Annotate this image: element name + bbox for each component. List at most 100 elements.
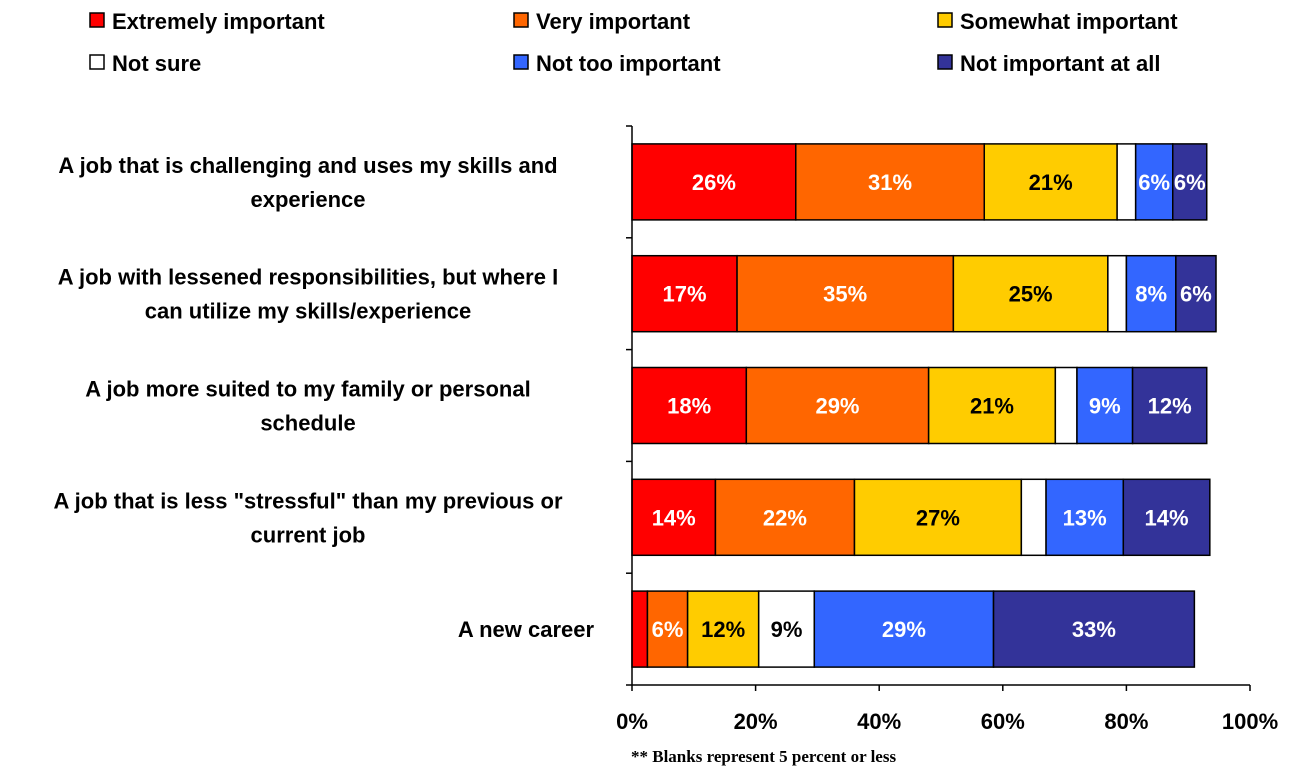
bar-segment	[745, 366, 930, 445]
category-label: A job more suited to my family or person…	[85, 377, 530, 436]
legend-item: Not important at all	[937, 51, 1160, 76]
legend-swatch	[89, 54, 105, 70]
bar-segment	[1116, 143, 1137, 221]
data-label: 9%	[771, 617, 803, 642]
data-label: 21%	[1029, 170, 1073, 195]
bar-segment	[1172, 143, 1208, 221]
data-label: 21%	[970, 394, 1014, 419]
x-tick-label: 100%	[1222, 709, 1278, 734]
bar-segment	[853, 478, 1023, 557]
bar-segment	[1175, 254, 1217, 333]
axes: 0% 20% 40% 60% 80% 100%	[616, 125, 1278, 734]
legend-label: Not sure	[112, 51, 201, 76]
bar-segment	[983, 143, 1118, 221]
data-label: 18%	[667, 394, 711, 419]
x-tick-label: 80%	[1104, 709, 1148, 734]
data-label: 35%	[823, 282, 867, 307]
data-label: 33%	[1072, 617, 1116, 642]
category-label: A job that is less "stressful" than my p…	[53, 488, 563, 547]
data-label: 13%	[1063, 505, 1107, 530]
category-label-line: schedule	[260, 411, 355, 436]
category-label-line: A new career	[458, 617, 595, 642]
data-label: 29%	[882, 617, 926, 642]
bar-segment	[1125, 254, 1177, 333]
category-label-line: experience	[251, 187, 366, 212]
data-label: 29%	[815, 394, 859, 419]
data-label: 27%	[916, 505, 960, 530]
data-label: 9%	[1089, 394, 1121, 419]
bar-segment	[927, 366, 1057, 445]
bar-segment	[1020, 478, 1047, 557]
legend-swatch	[937, 54, 953, 70]
data-label: 31%	[868, 170, 912, 195]
legend-swatch	[89, 12, 105, 28]
footnote: ** Blanks represent 5 percent or less	[631, 747, 896, 766]
bars: 26% 31% 21% 6% 6%17% 35% 25% 8% 6%18% 29% 21% 9% 12%…	[631, 143, 1217, 668]
bar-segment	[1076, 366, 1134, 445]
bar-segment	[1107, 254, 1128, 333]
bar-segment	[952, 254, 1109, 333]
data-label: 12%	[701, 617, 745, 642]
legend-swatch	[937, 12, 953, 28]
legend: Extremely important Very important Somewha…	[89, 9, 1178, 76]
x-tick-label: 60%	[981, 709, 1025, 734]
legend-label: Extremely important	[112, 9, 325, 34]
legend-item: Not too important	[513, 51, 721, 76]
bar-segment	[736, 254, 955, 333]
bar-segment	[646, 590, 689, 668]
bar-segment	[992, 590, 1196, 668]
data-label: 14%	[1145, 505, 1189, 530]
data-label: 8%	[1135, 282, 1167, 307]
bar-row: 18% 29% 21% 9% 12%	[631, 366, 1208, 445]
legend-item: Very important	[513, 9, 691, 34]
bar-segment	[714, 478, 856, 557]
bar-segment	[757, 590, 816, 668]
legend-label: Somewhat important	[960, 9, 1178, 34]
category-label-line: A job more suited to my family or person…	[85, 377, 530, 402]
category-labels: A job that is challenging and uses my sk…	[53, 153, 594, 642]
category-label: A job that is challenging and uses my sk…	[58, 153, 557, 212]
legend-item: Extremely important	[89, 9, 325, 34]
legend-label: Very important	[536, 9, 691, 34]
x-tick-label: 40%	[857, 709, 901, 734]
data-label: 6%	[652, 617, 684, 642]
category-label-line: A job with lessened responsibilities, bu…	[58, 265, 558, 290]
data-label: 6%	[1180, 282, 1212, 307]
bar-segment	[631, 143, 797, 221]
data-label: 17%	[663, 282, 707, 307]
category-label-line: current job	[251, 522, 366, 547]
bar-segment	[795, 143, 986, 221]
data-label: 25%	[1009, 282, 1053, 307]
legend-swatch	[513, 12, 529, 28]
bar-segment	[686, 590, 760, 668]
category-label: A new career	[458, 617, 595, 642]
data-label: 6%	[1138, 170, 1170, 195]
legend-item: Not sure	[89, 51, 201, 76]
x-tick-label: 0%	[616, 709, 648, 734]
data-label: 6%	[1174, 170, 1206, 195]
bar-segment	[1122, 478, 1211, 557]
category-label-line: can utilize my skills/experience	[145, 299, 472, 324]
data-label: 26%	[692, 170, 736, 195]
bar-row: 17% 35% 25% 8% 6%	[631, 254, 1217, 333]
bar-segment	[1054, 366, 1078, 445]
bar-row: 26% 31% 21% 6% 6%	[631, 143, 1208, 221]
bar-row: 6% 12% 9% 29% 33%	[631, 590, 1196, 668]
legend-swatch	[513, 54, 529, 70]
legend-item: Somewhat important	[937, 9, 1178, 34]
data-label: 22%	[763, 505, 807, 530]
data-label: 12%	[1148, 394, 1192, 419]
legend-label: Not important at all	[960, 51, 1160, 76]
legend-label: Not too important	[536, 51, 721, 76]
data-label: 14%	[652, 505, 696, 530]
bar-segment	[1131, 366, 1208, 445]
x-tick-label: 20%	[734, 709, 778, 734]
bar-segment	[631, 590, 649, 668]
bar-segment	[1045, 478, 1125, 557]
category-label: A job with lessened responsibilities, bu…	[58, 265, 558, 324]
category-label-line: A job that is less "stressful" than my p…	[53, 488, 563, 513]
category-label-line: A job that is challenging and uses my sk…	[58, 153, 557, 178]
bar-row: 14% 22% 27% 13% 14%	[631, 478, 1211, 557]
